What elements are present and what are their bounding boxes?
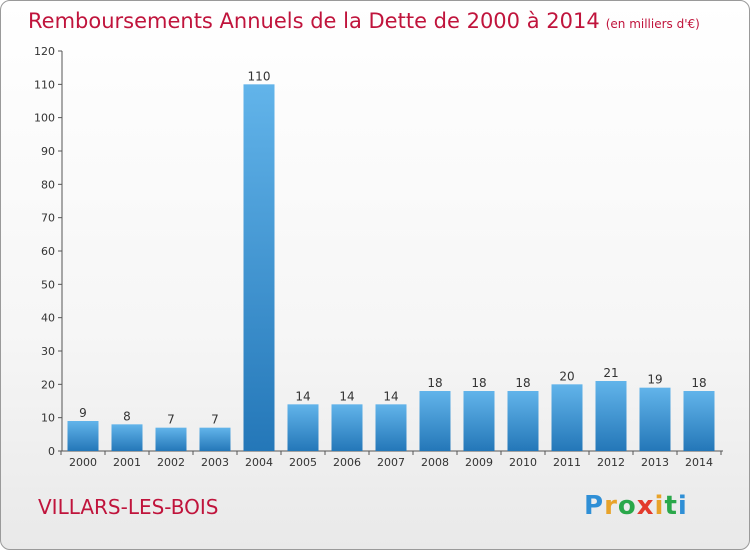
bar-2005 [287,404,319,451]
y-tick-label: 110 [34,78,55,91]
bar-2000 [67,421,99,451]
bar-2007 [375,404,407,451]
data-label: 110 [248,69,271,83]
x-tick-label: 2001 [113,456,141,469]
y-tick-label: 40 [41,312,55,325]
bar-2010 [507,391,539,451]
y-tick-label: 80 [41,178,55,191]
x-tick-label: 2007 [377,456,405,469]
y-tick-label: 90 [41,145,55,158]
y-tick-label: 120 [34,45,55,58]
x-tick-label: 2005 [289,456,317,469]
data-label: 14 [339,389,354,403]
data-label: 9 [79,406,87,420]
data-label: 20 [559,369,574,383]
y-tick-label: 70 [41,212,55,225]
x-tick-label: 2008 [421,456,449,469]
y-tick-label: 50 [41,278,55,291]
data-label: 14 [295,389,310,403]
data-label: 7 [211,413,219,427]
data-label: 18 [471,376,486,390]
bar-2006 [331,404,363,451]
bar-2004 [243,84,275,451]
x-tick-label: 2010 [509,456,537,469]
x-tick-label: 2000 [69,456,97,469]
x-tick-label: 2006 [333,456,361,469]
y-tick-label: 60 [41,245,55,258]
bar-2009 [463,391,495,451]
data-label: 21 [603,366,618,380]
bar-2003 [199,427,231,451]
y-tick-label: 30 [41,345,55,358]
data-label: 7 [167,413,175,427]
y-tick-label: 10 [41,412,55,425]
chart-bars [67,84,715,451]
chart-unit: (en milliers d'€) [605,17,700,31]
bar-2012 [595,381,627,451]
y-tick-label: 100 [34,112,55,125]
x-tick-label: 2009 [465,456,493,469]
x-tick-label: 2011 [553,456,581,469]
bar-2001 [111,424,143,451]
chart-title: Remboursements Annuels de la Dette de 20… [28,9,700,33]
chart-title-text: Remboursements Annuels de la Dette de 20… [28,9,600,33]
chart-labels: 2000 9 2001 8 2002 7 2003 7 2004 110 2005 14 2006 14 2… [69,69,713,469]
data-label: 19 [647,373,662,387]
proxiti-logo: Proxiti [584,491,688,521]
bar-2013 [639,387,671,451]
x-tick-label: 2004 [245,456,273,469]
commune-name: VILLARS-LES-BOIS [38,495,219,519]
data-label: 18 [691,376,706,390]
data-label: 8 [123,409,131,423]
x-tick-label: 2003 [201,456,229,469]
x-tick-label: 2002 [157,456,185,469]
bar-2014 [683,391,715,451]
data-label: 18 [427,376,442,390]
x-tick-label: 2013 [641,456,669,469]
x-tick-label: 2012 [597,456,625,469]
x-tick-label: 2014 [685,456,713,469]
bar-2002 [155,427,187,451]
bar-2008 [419,391,451,451]
y-tick-label: 20 [41,378,55,391]
y-tick-label: 0 [48,445,55,458]
bar-2011 [551,384,583,451]
data-label: 14 [383,389,398,403]
data-label: 18 [515,376,530,390]
